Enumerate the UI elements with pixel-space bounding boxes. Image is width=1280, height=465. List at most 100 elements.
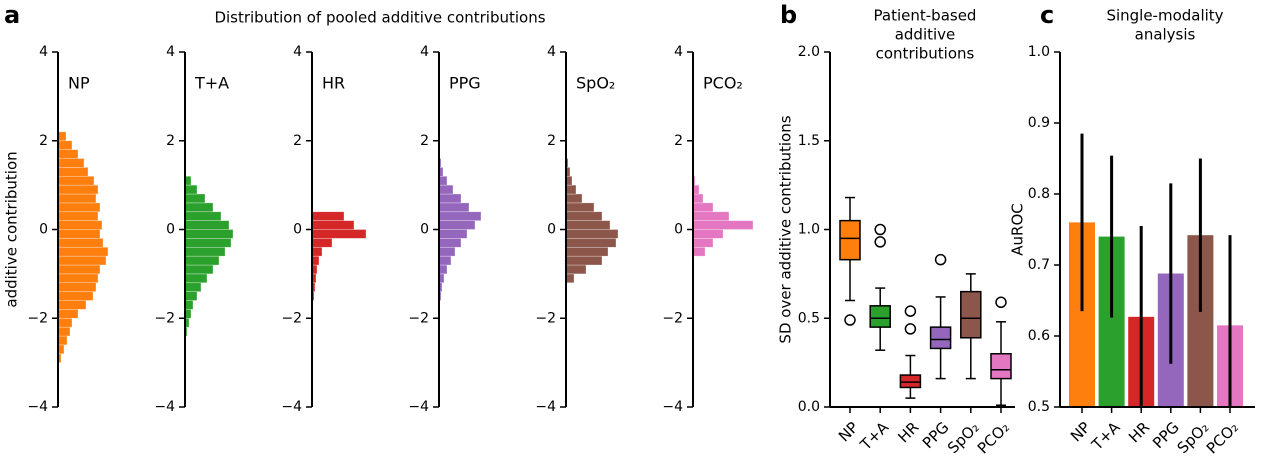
histogram-bar bbox=[184, 220, 230, 230]
y-tick-label: 4 bbox=[39, 44, 48, 60]
y-tick-label: 4 bbox=[293, 44, 302, 60]
y-axis-label: additive contribution bbox=[3, 151, 21, 307]
y-tick-label: −2 bbox=[154, 310, 175, 326]
y-axis-label: AuROC bbox=[1009, 203, 1027, 255]
y-tick-label: −4 bbox=[281, 399, 302, 415]
y-tick-label: 0.0 bbox=[798, 399, 820, 415]
y-tick-label: −4 bbox=[662, 399, 683, 415]
y-tick-label: 2 bbox=[420, 133, 429, 149]
flier bbox=[934, 253, 947, 266]
x-tick-label: PCO₂ bbox=[974, 418, 1013, 457]
histogram-bar bbox=[57, 246, 109, 257]
histogram-bar bbox=[565, 193, 583, 204]
histogram-bar bbox=[57, 309, 79, 319]
histogram-bar bbox=[692, 211, 730, 221]
flier bbox=[995, 296, 1007, 309]
histogram-bar bbox=[311, 229, 367, 239]
box bbox=[869, 305, 891, 328]
box bbox=[960, 290, 982, 339]
x-tick-label: SpO₂ bbox=[1174, 418, 1213, 457]
y-tick-label: 4 bbox=[166, 44, 175, 60]
histogram-bar bbox=[565, 246, 609, 257]
histogram-label: T+A bbox=[194, 74, 229, 93]
y-tick-label: 0 bbox=[420, 222, 429, 238]
histogram-bar bbox=[565, 238, 617, 248]
histogram-bar bbox=[57, 300, 87, 310]
y-tick-label: 0 bbox=[39, 222, 48, 238]
histogram-bar bbox=[438, 246, 456, 257]
histogram-bar bbox=[692, 246, 706, 257]
flier bbox=[904, 323, 917, 335]
histogram-bar bbox=[184, 246, 226, 257]
y-tick-label: 0.7 bbox=[1028, 257, 1050, 273]
y-tick-label: 2 bbox=[293, 133, 302, 149]
histogram-bar bbox=[184, 211, 222, 221]
chart-title: Patient-based bbox=[874, 7, 977, 25]
histogram-bar bbox=[184, 300, 194, 310]
histogram-bar bbox=[57, 184, 99, 195]
histogram-bar bbox=[438, 238, 462, 248]
histogram-bar bbox=[57, 255, 107, 266]
histogram-bar bbox=[184, 184, 198, 195]
y-tick-label: 0 bbox=[293, 222, 302, 238]
y-tick-label: −2 bbox=[535, 310, 556, 326]
y-tick-label: 0.8 bbox=[1028, 186, 1050, 202]
histogram-label: PPG bbox=[449, 74, 481, 93]
histogram-label: HR bbox=[322, 74, 345, 93]
y-tick-label: −2 bbox=[662, 310, 683, 326]
y-tick-label: 1.0 bbox=[798, 222, 820, 238]
y-tick-label: 2 bbox=[674, 133, 683, 149]
y-tick-label: 0.5 bbox=[798, 310, 820, 326]
panel-label: a bbox=[4, 1, 20, 29]
figure-title: Distribution of pooled additive contribu… bbox=[214, 9, 545, 27]
histogram-bar bbox=[311, 246, 323, 257]
y-tick-label: −2 bbox=[408, 310, 429, 326]
x-tick-label: HR bbox=[894, 418, 922, 446]
y-tick-label: 0 bbox=[674, 222, 683, 238]
histogram-bar bbox=[57, 335, 68, 346]
box bbox=[929, 326, 952, 350]
histogram-bar bbox=[692, 202, 714, 213]
histogram-bar bbox=[565, 220, 611, 230]
chart-title: contributions bbox=[876, 45, 975, 63]
chart-title: additive bbox=[895, 26, 956, 44]
histogram-bar bbox=[565, 229, 619, 239]
histogram-label: PCO₂ bbox=[703, 74, 743, 93]
histogram-bar bbox=[57, 193, 97, 204]
histogram-bar bbox=[184, 202, 214, 213]
y-tick-label: 0.5 bbox=[1028, 399, 1050, 415]
histogram-bar bbox=[184, 282, 202, 292]
histogram-bar bbox=[438, 211, 482, 221]
flier bbox=[874, 236, 886, 248]
flier bbox=[874, 223, 886, 236]
y-tick-label: −2 bbox=[27, 310, 48, 326]
histogram-bar bbox=[311, 255, 320, 266]
x-tick-label: HR bbox=[1125, 418, 1153, 446]
y-tick-label: 1.5 bbox=[798, 133, 820, 149]
histogram-bar bbox=[57, 273, 99, 284]
histogram-bar bbox=[311, 220, 355, 230]
histogram-bar bbox=[184, 255, 220, 266]
histogram-bar bbox=[57, 175, 95, 186]
y-tick-label: −2 bbox=[281, 310, 302, 326]
y-tick-label: 2.0 bbox=[798, 44, 820, 60]
histogram-bar bbox=[184, 229, 234, 239]
box bbox=[839, 219, 861, 261]
histogram-bar bbox=[311, 238, 333, 248]
histogram-bar bbox=[57, 211, 99, 221]
histogram-bar bbox=[438, 202, 470, 213]
panel-label: c bbox=[1040, 1, 1054, 29]
chart-title: analysis bbox=[1135, 26, 1196, 44]
histogram-bar bbox=[565, 211, 603, 221]
y-tick-label: 0.6 bbox=[1028, 328, 1050, 344]
histogram-bar bbox=[565, 255, 603, 266]
histogram-label: NP bbox=[68, 74, 90, 93]
histogram-bar bbox=[57, 229, 101, 239]
histogram-bar bbox=[184, 238, 232, 248]
histogram-bar bbox=[565, 184, 577, 195]
histogram-bar bbox=[57, 140, 73, 150]
x-tick-label: SpO₂ bbox=[944, 418, 983, 457]
y-tick-label: 2 bbox=[547, 133, 556, 149]
histogram-bar bbox=[692, 220, 754, 230]
